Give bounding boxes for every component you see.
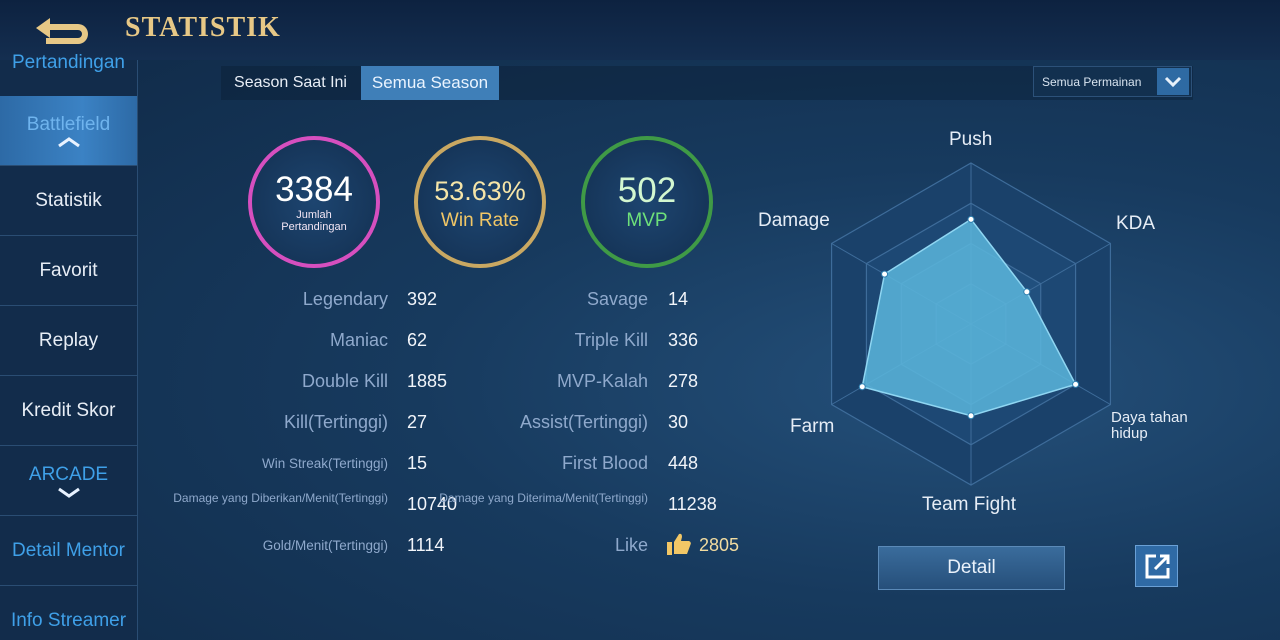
summary-value: 502 bbox=[617, 171, 677, 210]
sidebar: Pertandingan Battlefield Statistik Favorit R… bbox=[0, 52, 138, 640]
sidebar-item[interactable]: Kredit Skor bbox=[0, 376, 137, 446]
radar-point bbox=[1072, 380, 1080, 388]
radar-point bbox=[967, 412, 975, 420]
like-icon bbox=[667, 533, 691, 555]
radar-axis-label: Farm bbox=[790, 416, 835, 437]
summary-label: Win Rate bbox=[440, 210, 520, 231]
summary-value: 53.63% bbox=[434, 176, 526, 206]
stat-label: First Blood bbox=[561, 453, 648, 473]
stat-value: 1885 bbox=[407, 371, 448, 391]
stat-label: Kill(Tertinggi) bbox=[283, 412, 388, 432]
stat-value: 14 bbox=[668, 289, 689, 309]
stat-value: 392 bbox=[407, 289, 438, 309]
sidebar-item[interactable]: Replay bbox=[0, 306, 137, 376]
radar-point bbox=[967, 215, 975, 223]
chevron bbox=[57, 487, 80, 498]
radar-axis-label: Damage bbox=[758, 210, 830, 231]
sidebar-item[interactable]: Detail Mentor bbox=[0, 516, 137, 586]
tab-active[interactable]: Semua Season bbox=[361, 66, 499, 100]
summary-ring: 3384 Jumlah Pertandingan bbox=[248, 136, 380, 268]
sidebar-item[interactable]: ARCADE bbox=[0, 446, 137, 516]
dropdown-arrow[interactable] bbox=[1157, 68, 1189, 95]
radar-axis-label: Team Fight bbox=[922, 494, 1016, 515]
stat-value: 11238 bbox=[668, 494, 717, 514]
stat-value: 336 bbox=[668, 330, 699, 350]
radar-point bbox=[881, 270, 889, 278]
radar-point bbox=[1023, 288, 1031, 296]
summary-label: Jumlah Pertandingan bbox=[281, 209, 347, 233]
stat-value: 2805 bbox=[699, 535, 740, 555]
stat-value: 278 bbox=[668, 371, 699, 391]
stat-label: Maniac bbox=[329, 330, 388, 350]
radar-axis-label: Daya tahan hidup bbox=[1111, 409, 1188, 442]
back-button[interactable] bbox=[30, 10, 100, 50]
stat-label: Legendary bbox=[302, 289, 388, 309]
radar-chart bbox=[830, 162, 1112, 486]
stat-label: Gold/Menit(Tertinggi) bbox=[262, 538, 388, 553]
stat-value: 30 bbox=[668, 412, 689, 432]
stat-value: 15 bbox=[407, 453, 428, 473]
sidebar-item[interactable]: Pertandingan bbox=[0, 28, 137, 98]
sidebar-item[interactable]: Battlefield bbox=[0, 96, 137, 166]
stat-label: Savage bbox=[586, 289, 648, 309]
stat-label: Win Streak(Tertinggi) bbox=[261, 456, 388, 471]
sidebar-item[interactable]: Statistik bbox=[0, 166, 137, 236]
stat-label: Double Kill bbox=[301, 371, 388, 391]
tab[interactable]: Season Saat Ini bbox=[234, 74, 347, 91]
stat-label: Triple Kill bbox=[574, 330, 648, 350]
radar-point bbox=[858, 383, 866, 391]
top-bar bbox=[0, 0, 1280, 60]
share-button[interactable] bbox=[1135, 545, 1178, 587]
sidebar-item[interactable]: Info Streamer bbox=[0, 586, 137, 640]
stat-label: Damage yang Diberikan/Menit(Tertinggi) bbox=[173, 491, 388, 505]
summary-ring: 502 MVP bbox=[581, 136, 713, 268]
stat-value: 27 bbox=[407, 412, 428, 432]
chevron bbox=[57, 136, 80, 147]
stat-label: Damage yang Diterima/Menit(Tertinggi) bbox=[439, 491, 648, 505]
stat-label: MVP-Kalah bbox=[556, 371, 648, 391]
summary-ring: 53.63% Win Rate bbox=[414, 136, 546, 268]
summary-label: MVP bbox=[626, 210, 668, 231]
radar-axis-label: KDA bbox=[1116, 213, 1156, 234]
screen-title: STATISTIK bbox=[125, 12, 281, 43]
stat-label: Like bbox=[614, 535, 648, 555]
stat-value: 1114 bbox=[407, 535, 445, 555]
stat-value: 62 bbox=[407, 330, 428, 350]
radar-axis-label: Push bbox=[949, 129, 993, 150]
summary-value: 3384 bbox=[275, 170, 353, 209]
stat-label: Assist(Tertinggi) bbox=[519, 412, 648, 432]
detail-button[interactable]: Detail bbox=[878, 546, 1065, 590]
sidebar-item[interactable]: Favorit bbox=[0, 236, 137, 306]
stat-value: 448 bbox=[668, 453, 699, 473]
stat-value: 10740 bbox=[407, 494, 458, 514]
